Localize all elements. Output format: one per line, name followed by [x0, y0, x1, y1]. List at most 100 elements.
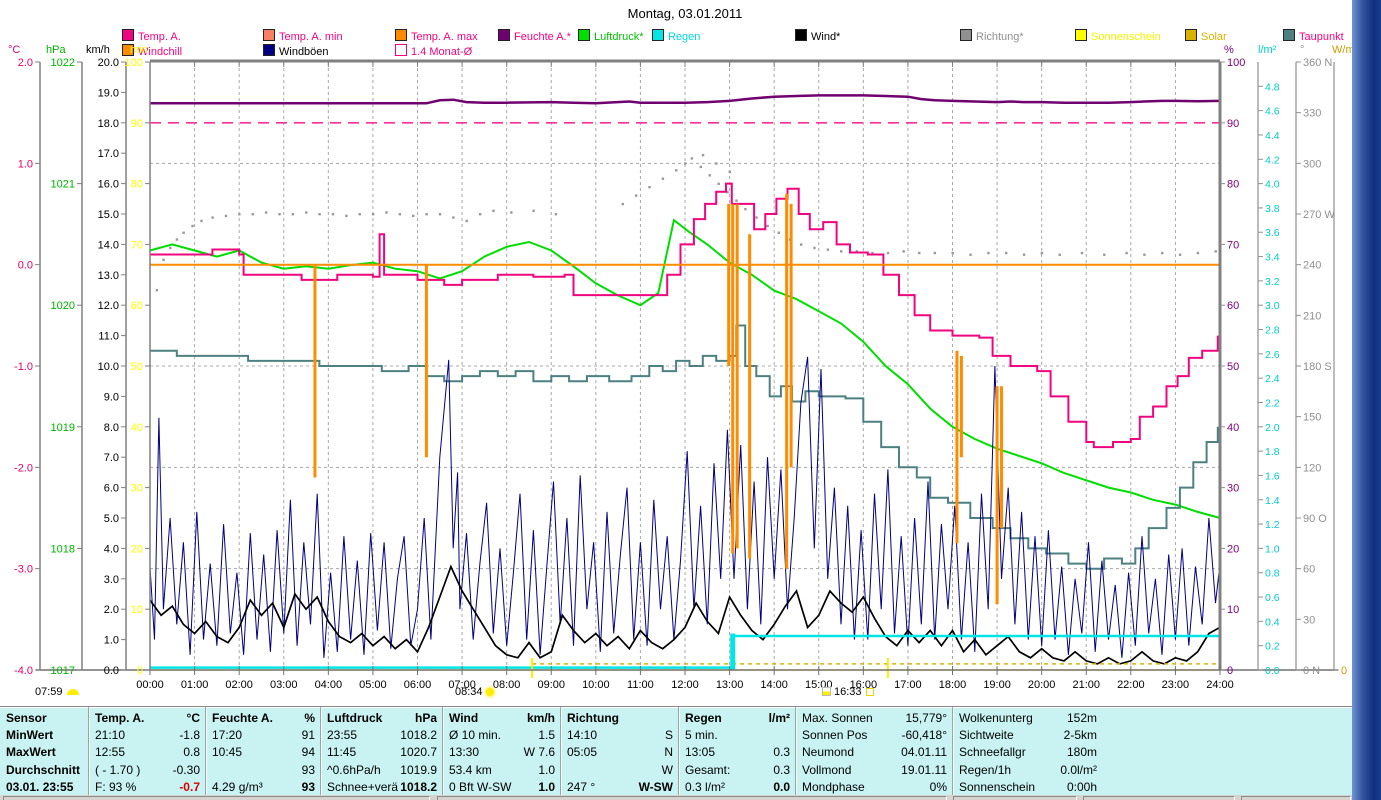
- svg-text:60: 60: [1303, 564, 1315, 576]
- svg-text:210: 210: [1303, 310, 1321, 322]
- table-cell: 03.01. 23:55: [6, 780, 74, 795]
- svg-text:10:00: 10:00: [582, 679, 610, 691]
- table-cell: 10:45 94: [212, 745, 315, 760]
- table-cell: Wind km/h: [449, 710, 555, 725]
- svg-text:1022: 1022: [51, 57, 75, 69]
- statusbar: [0, 795, 1352, 800]
- legend-label: Feuchte A.*: [514, 31, 571, 43]
- svg-text:30: 30: [131, 483, 143, 495]
- table-column: Richtung 14:10 S 05:05 N W 247 ° W-SW: [560, 707, 679, 796]
- statusbar-segment: [1083, 796, 1235, 800]
- svg-text:0: 0: [1227, 665, 1233, 677]
- svg-text:30: 30: [1227, 483, 1239, 495]
- svg-text:70: 70: [1227, 239, 1239, 251]
- table-cell: Gesamt: 0.3: [685, 762, 790, 777]
- table-cell: Vollmond 19.01.11: [802, 762, 947, 777]
- legend-swatch-icon: [652, 29, 664, 41]
- svg-text:300: 300: [1303, 158, 1321, 170]
- svg-text:16.0: 16.0: [98, 179, 119, 191]
- svg-text:0.6: 0.6: [1265, 592, 1280, 604]
- svg-text:12:00: 12:00: [671, 679, 699, 691]
- svg-text:1020: 1020: [51, 300, 75, 312]
- legend-label: Wind*: [811, 31, 841, 43]
- svg-text:9.0: 9.0: [104, 391, 119, 403]
- table-cell: Feuchte A.%: [212, 710, 315, 725]
- svg-text:0.4: 0.4: [1265, 616, 1280, 628]
- svg-text:90: 90: [131, 118, 143, 130]
- table-cell: 13:30 W 7.6: [449, 745, 555, 760]
- svg-text:1.0: 1.0: [104, 635, 119, 647]
- legend-item: Sonnenschein: [1075, 29, 1161, 43]
- svg-text:5.0: 5.0: [104, 513, 119, 525]
- legend-item: Wind*: [795, 29, 841, 43]
- svg-text:23:00: 23:00: [1162, 679, 1190, 691]
- svg-text:0.0: 0.0: [18, 260, 33, 272]
- legend-label: Temp. A. max: [411, 31, 478, 43]
- svg-text:0 N: 0 N: [1303, 665, 1320, 677]
- svg-text:30: 30: [1303, 614, 1315, 626]
- svg-text:4.8: 4.8: [1265, 81, 1280, 93]
- table-cell: 5 min.: [685, 727, 718, 742]
- table-cell: Wolkenunterg 152m: [959, 710, 1097, 725]
- svg-text:360 N: 360 N: [1303, 57, 1332, 69]
- statusbar-segment: [1241, 796, 1351, 800]
- svg-text:3.0: 3.0: [104, 574, 119, 586]
- legend-swatch-icon: [395, 29, 407, 41]
- legend-swatch-icon: [1075, 29, 1087, 41]
- svg-text:50: 50: [1227, 361, 1239, 373]
- legend-label: Luftdruck*: [594, 31, 644, 43]
- statusbar-segment: [953, 796, 1077, 800]
- statusbar-segment: [3, 796, 430, 800]
- legend-item: Solar: [1185, 29, 1227, 43]
- svg-text:4.6: 4.6: [1265, 106, 1280, 118]
- table-cell: Temp. A. °C: [95, 710, 200, 725]
- svg-text:240: 240: [1303, 260, 1321, 272]
- svg-text:80: 80: [131, 179, 143, 191]
- svg-text:1019: 1019: [51, 422, 75, 434]
- svg-text:1.4: 1.4: [1265, 495, 1280, 507]
- svg-text:70: 70: [131, 239, 143, 251]
- table-cell: 21:10 -1.8: [95, 727, 200, 742]
- dawn-icon: [66, 689, 79, 695]
- table-cell: Durchschnitt: [6, 762, 81, 777]
- legend-label: 1.4 Monat-Ø: [411, 46, 473, 58]
- legend-item: Taupunkt: [1283, 29, 1344, 43]
- svg-text:18.0: 18.0: [98, 118, 119, 130]
- svg-text:150: 150: [1303, 412, 1321, 424]
- legend-item: Luftdruck*: [578, 29, 644, 43]
- svg-text:1.0: 1.0: [18, 158, 33, 170]
- svg-text:20: 20: [131, 543, 143, 555]
- legend-label: Solar: [1201, 31, 1227, 43]
- svg-text:90: 90: [1227, 118, 1239, 130]
- legend-label: Sonnenschein: [1091, 31, 1161, 43]
- svg-text:13:00: 13:00: [716, 679, 744, 691]
- svg-text:1018: 1018: [51, 543, 75, 555]
- table-cell: 17:20 91: [212, 727, 315, 742]
- svg-text:10: 10: [131, 604, 143, 616]
- svg-text:14.0: 14.0: [98, 239, 119, 251]
- svg-text:18:00: 18:00: [939, 679, 967, 691]
- svg-text:0: 0: [1341, 665, 1347, 677]
- legend-swatch-icon: [1283, 29, 1295, 41]
- svg-text:07:00: 07:00: [448, 679, 476, 691]
- svg-text:40: 40: [1227, 422, 1239, 434]
- table-cell: 93: [301, 762, 315, 777]
- window-right-border: [1352, 0, 1381, 800]
- svg-text:20: 20: [1227, 543, 1239, 555]
- axis-unit-°C: °C: [8, 44, 21, 56]
- table-cell: Sonnen Pos -60,418°: [802, 727, 947, 742]
- table-cell: 0 Bft W-SW 1.0: [449, 780, 555, 795]
- table-cell: Sensor: [6, 710, 47, 725]
- legend-label: Richtung*: [976, 31, 1024, 43]
- table-column: Luftdruck hPa 23:55 1018.2 11:45 1020.7 ^0.6hP…: [320, 707, 443, 796]
- legend-label: Temp. A. min: [279, 31, 343, 43]
- svg-text:3.8: 3.8: [1265, 203, 1280, 215]
- legend-swatch-icon: [498, 29, 510, 41]
- table-cell: Regen/1h 0.0l/m²: [959, 762, 1097, 777]
- legend-label: Taupunkt: [1299, 31, 1344, 43]
- svg-text:12.0: 12.0: [98, 300, 119, 312]
- svg-text:10: 10: [1227, 604, 1239, 616]
- axis-unit-hPa: hPa: [46, 44, 66, 56]
